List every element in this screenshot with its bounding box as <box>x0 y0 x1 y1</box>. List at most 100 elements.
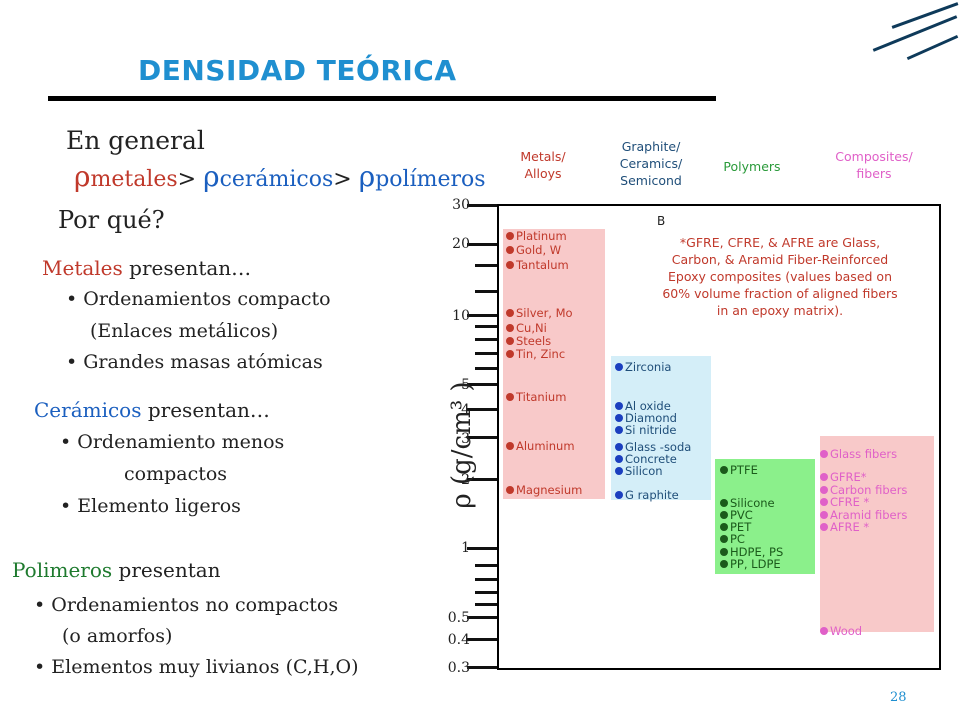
polymer-dot-6 <box>720 560 728 568</box>
ceramicos-bullet-3: • Elemento ligeros <box>60 495 241 517</box>
rho-symbol: ρ <box>74 160 91 193</box>
column-header-metals-line1: Metals/ <box>520 149 566 164</box>
metal-label-1: Gold, W <box>516 243 562 257</box>
y-tick-mark-7 <box>475 352 497 355</box>
metal-label-2: Tantalum <box>516 258 569 272</box>
note-letter: B <box>657 214 666 228</box>
ceramic-label-6: Silicon <box>625 464 663 478</box>
metales-bullet-3: • Grandes masas atómicas <box>66 351 323 373</box>
y-tick-label-1: 20 <box>452 236 470 252</box>
y-tick-mark-16 <box>475 591 497 594</box>
composites-band <box>820 436 934 632</box>
composite-dot-0 <box>820 450 828 458</box>
metal-dot-8 <box>506 442 514 450</box>
polymer-dot-2 <box>720 511 728 519</box>
note-line-3: Epoxy composites (values based on <box>668 269 892 284</box>
polymer-dot-5 <box>720 548 728 556</box>
metal-label-3: Silver, Mo <box>516 306 573 320</box>
polymer-label-2: PVC <box>730 508 753 522</box>
composite-label-6: Wood <box>830 624 863 638</box>
y-tick-mark-2 <box>475 264 497 267</box>
y-axis-label: ρ (g/cm³ ) <box>447 381 477 509</box>
y-tick-mark-1 <box>467 243 497 246</box>
composite-label-4: Aramid fibers <box>830 508 908 522</box>
greater-than-2: > <box>333 167 352 192</box>
y-tick-mark-10 <box>467 408 497 411</box>
metal-label-4: Cu,Ni <box>516 321 547 335</box>
ceramic-label-3: Si nitride <box>625 423 677 437</box>
metales-bullet-1-text: Ordenamientos compacto <box>83 288 331 310</box>
composite-label-5: AFRE * <box>830 520 870 534</box>
note-line-2: Carbon, & Aramid Fiber-Reinforced <box>671 252 889 267</box>
column-header-composites: Composites/ fibers <box>812 148 936 182</box>
ceramic-dot-2 <box>615 414 623 422</box>
metales-bullet-2: (Enlaces metálicos) <box>90 320 278 342</box>
ceramic-dot-0 <box>615 363 623 371</box>
polymers-band <box>715 459 815 574</box>
y-tick-mark-14 <box>475 564 497 567</box>
ceramic-label-2: Diamond <box>625 411 677 425</box>
corner-line-top <box>891 2 959 29</box>
y-tick-label-8: 0.5 <box>447 610 470 626</box>
polimeros-rest: presentan <box>112 558 221 582</box>
metal-label-6: Tin, Zinc <box>516 347 566 361</box>
polymer-label-6: PP, LDPE <box>730 557 781 571</box>
page-title: DENSIDAD TEÓRICA <box>138 54 457 87</box>
ceramicos-rest: presentan… <box>141 398 270 422</box>
column-header-composites-line2: fibers <box>856 166 892 181</box>
y-tick-mark-18 <box>467 616 497 619</box>
metal-label-8: Aluminum <box>516 439 575 453</box>
metal-dot-0 <box>506 232 514 240</box>
metal-dot-7 <box>506 393 514 401</box>
ceramic-dot-6 <box>615 467 623 475</box>
metal-dot-9 <box>506 486 514 494</box>
column-header-ceramics: Graphite/ Ceramics/ Semicond <box>596 138 706 189</box>
y-tick-mark-4 <box>467 314 497 317</box>
y-tick-mark-12 <box>467 478 497 481</box>
metal-label-5: Steels <box>516 334 552 348</box>
y-tick-mark-6 <box>475 338 497 341</box>
polymer-label-3: PET <box>730 520 752 534</box>
metal-dot-2 <box>506 261 514 269</box>
composite-label-2: Carbon fibers <box>830 483 908 497</box>
y-tick-label-7: 1 <box>461 540 470 556</box>
note-line-4: 60% volume fraction of aligned fibers <box>662 286 898 301</box>
column-header-ceramics-line3: Semicond <box>620 173 682 188</box>
ceramic-dot-7 <box>615 491 623 499</box>
polimeros-bullet-2: (o amorfos) <box>62 625 172 647</box>
column-header-metals: Metals/ Alloys <box>498 148 588 182</box>
polymer-label-5: HDPE, PS <box>730 545 784 559</box>
metal-dot-5 <box>506 337 514 345</box>
rho-ceramicos: cerámicos <box>219 167 334 192</box>
composite-dot-1 <box>820 473 828 481</box>
ceramic-label-5: Concrete <box>625 452 677 466</box>
column-header-ceramics-line2: Ceramics/ <box>619 156 683 171</box>
composite-dot-3 <box>820 498 828 506</box>
y-tick-mark-15 <box>475 578 497 581</box>
metales-bullet-2-text: (Enlaces metálicos) <box>90 320 279 342</box>
y-tick-mark-20 <box>467 666 497 669</box>
polymer-label-0: PTFE <box>730 463 758 477</box>
ceramicos-bullet-3-text: Elemento ligeros <box>77 495 241 517</box>
y-tick-label-0: 30 <box>452 197 470 213</box>
greater-than-1: > <box>177 167 197 192</box>
polymer-label-1: Silicone <box>730 496 775 510</box>
metal-label-7: Titanium <box>516 390 567 404</box>
rho-symbol-3: ρ <box>358 160 376 193</box>
metales-heading: Metales presentan… <box>42 256 251 280</box>
note-line-5: in an epoxy matrix). <box>716 303 844 318</box>
y-tick-mark-0 <box>467 204 497 207</box>
column-header-polymers-line1: Polymers <box>723 159 781 174</box>
y-tick-mark-11 <box>467 436 497 439</box>
polimeros-bullet-3: • Elementos muy livianos (C,H,O) <box>34 656 359 678</box>
y-tick-label-4: 4 <box>461 402 470 418</box>
y-tick-label-9: 0.4 <box>447 632 470 648</box>
rho-symbol-2: ρ <box>203 160 220 193</box>
ceramicos-bullet-1: • Ordenamiento menos <box>60 431 285 453</box>
note-line-1: *GFRE, CFRE, & AFRE are Glass, <box>679 235 881 250</box>
ceramics-band <box>611 356 711 500</box>
por-que-heading: Por qué? <box>58 206 165 234</box>
density-inequality: ρmetales> ρcerámicos> ρpolímeros <box>74 160 486 193</box>
column-header-polymers: Polymers <box>710 158 794 175</box>
ceramic-dot-3 <box>615 426 623 434</box>
